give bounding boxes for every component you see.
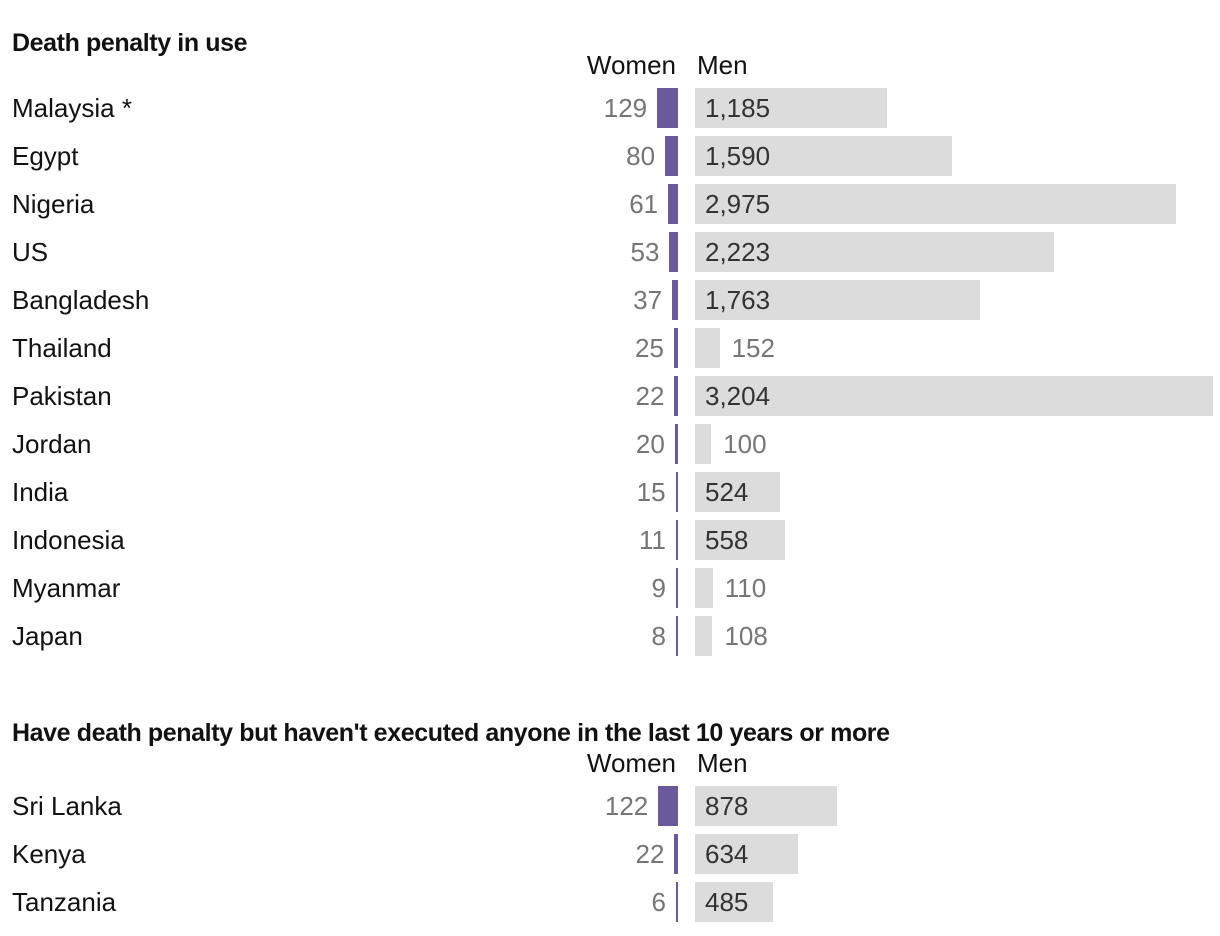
men-bar: [695, 834, 798, 874]
chart-row: Tanzania 6 485: [0, 882, 1220, 922]
women-value: 6: [651, 887, 666, 917]
men-value: 110: [724, 573, 767, 603]
chart-title-no-executions: Have death penalty but haven't executed …: [12, 718, 890, 747]
column-header-men: Men: [697, 50, 748, 80]
men-value: 634: [705, 839, 749, 869]
men-value: 1,763: [705, 285, 771, 315]
country-label: Myanmar: [12, 573, 121, 603]
chart-row: Nigeria 61 2,975: [0, 184, 1220, 224]
chart-row: Myanmar 9 110: [0, 568, 1220, 608]
men-bar: [695, 136, 953, 176]
country-label: Kenya: [12, 839, 86, 869]
women-value: 9: [651, 573, 666, 603]
men-bar: [695, 472, 780, 512]
men-bar: [695, 568, 713, 608]
men-value: 524: [705, 477, 749, 507]
men-bar: [695, 280, 981, 320]
country-label: Thailand: [12, 333, 112, 363]
women-bar: [676, 520, 678, 560]
country-label: Bangladesh: [12, 285, 150, 315]
men-value: 2,975: [705, 189, 771, 219]
country-label: Pakistan: [12, 381, 112, 411]
women-value: 8: [651, 621, 666, 651]
women-value: 20: [635, 429, 665, 459]
men-bar: [695, 184, 1177, 224]
men-value: 108: [724, 621, 768, 651]
chart-row: Jordan 20 100: [0, 424, 1220, 464]
men-value: 2,223: [705, 237, 771, 267]
women-bar: [675, 472, 678, 512]
country-label: Sri Lanka: [12, 791, 122, 821]
chart-row: Sri Lanka 122 878: [0, 786, 1220, 826]
women-bar: [674, 376, 678, 416]
column-header-men: Men: [697, 748, 748, 778]
men-bar: [695, 786, 837, 826]
column-header-women: Women: [586, 748, 676, 778]
chart-row: Japan 8 108: [0, 616, 1220, 656]
women-value: 129: [603, 93, 648, 123]
column-header-women: Women: [586, 50, 676, 80]
men-value: 485: [705, 887, 749, 917]
men-value: 1,185: [705, 93, 771, 123]
women-value: 61: [629, 189, 659, 219]
men-value: 100: [723, 429, 767, 459]
women-bar: [676, 568, 678, 608]
chart-row: Kenya 22 634: [0, 834, 1220, 874]
country-label: Tanzania: [12, 887, 117, 917]
men-bar: [695, 424, 712, 464]
women-bar: [658, 786, 678, 826]
chart-section-death-penalty-in-use: Death penalty in use Women Men Malaysia …: [0, 28, 1220, 656]
women-value: 22: [635, 839, 665, 869]
chart-row: Malaysia * 129 1,185: [0, 88, 1220, 128]
country-label: Malaysia *: [12, 93, 132, 123]
chart-row: Bangladesh 37 1,763: [0, 280, 1220, 320]
women-bar: [668, 184, 678, 224]
women-value: 53: [630, 237, 660, 267]
women-value: 22: [635, 381, 665, 411]
women-value: 15: [636, 477, 666, 507]
men-value: 152: [731, 333, 775, 363]
women-bar: [676, 882, 678, 922]
country-label: US: [12, 237, 49, 267]
chart-row: Pakistan 22 3,204: [0, 376, 1220, 416]
country-label: India: [12, 477, 69, 507]
men-bar: [695, 88, 887, 128]
chart-row: US 53 2,223: [0, 232, 1220, 272]
men-bar: [695, 376, 1214, 416]
men-bar: [695, 520, 786, 560]
women-value: 122: [604, 791, 649, 821]
women-value: 37: [633, 285, 663, 315]
men-value: 3,204: [705, 381, 771, 411]
women-bar: [657, 88, 678, 128]
men-bar: [695, 232, 1055, 272]
men-value: 558: [705, 525, 749, 555]
women-bar: [676, 616, 678, 656]
country-label: Nigeria: [12, 189, 95, 219]
women-value: 25: [635, 333, 664, 363]
men-bar: [695, 328, 720, 368]
country-label: Egypt: [12, 141, 79, 171]
chart-row: Indonesia 11 558: [0, 520, 1220, 560]
country-label: Jordan: [12, 429, 92, 459]
men-bar: [695, 616, 713, 656]
women-value: 11: [639, 525, 666, 555]
chart-section-no-executions-10-years: Have death penalty but haven't executed …: [0, 694, 1220, 936]
chart-row: Egypt 80 1,590: [0, 136, 1220, 176]
chart-title-in-use: Death penalty in use: [12, 28, 248, 57]
women-value: 80: [626, 141, 656, 171]
women-bar: [674, 834, 678, 874]
chart-row: Thailand 25 152: [0, 328, 1220, 368]
women-bar: [673, 328, 678, 368]
men-value: 1,590: [705, 141, 771, 171]
country-label: Japan: [12, 621, 83, 651]
women-bar: [669, 232, 678, 272]
chart-row: India 15 524: [0, 472, 1220, 512]
men-value: 878: [705, 791, 749, 821]
women-bar: [672, 280, 678, 320]
country-label: Indonesia: [12, 525, 125, 555]
women-bar: [674, 424, 678, 464]
women-bar: [665, 136, 678, 176]
men-bar: [695, 882, 774, 922]
